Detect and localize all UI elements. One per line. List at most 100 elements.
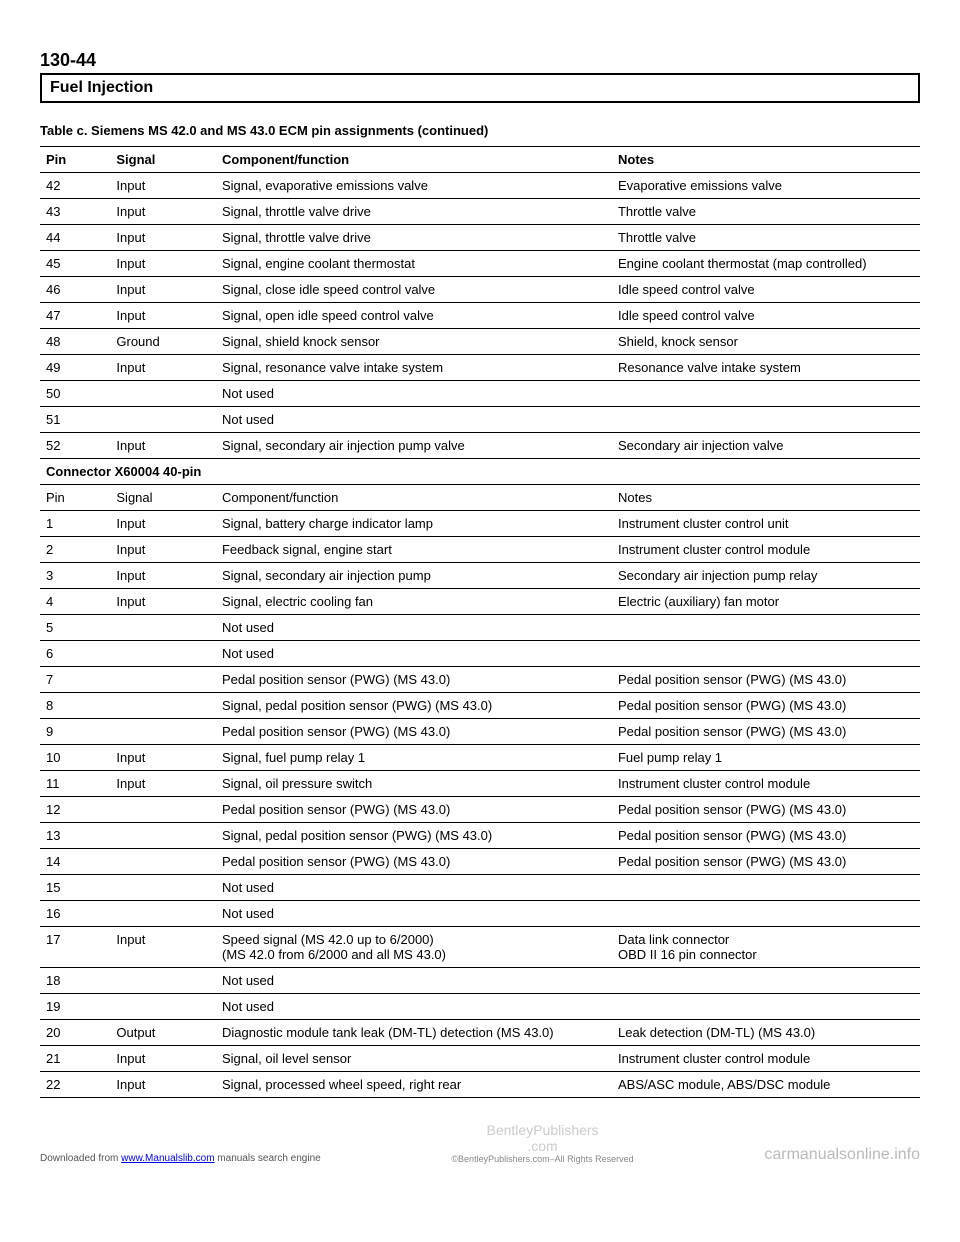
table-row: 8Signal, pedal position sensor (PWG) (MS…: [40, 693, 920, 719]
table-cell: Signal, throttle valve drive: [216, 225, 612, 251]
connector-row: Connector X60004 40-pin: [40, 459, 920, 485]
table-cell: [110, 849, 216, 875]
table-cell: 46: [40, 277, 110, 303]
table-cell: 47: [40, 303, 110, 329]
table-cell: Pedal position sensor (PWG) (MS 43.0): [216, 797, 612, 823]
table-cell: Speed signal (MS 42.0 up to 6/2000)(MS 4…: [216, 927, 612, 968]
table-cell: [110, 994, 216, 1020]
table-cell: Leak detection (DM-TL) (MS 43.0): [612, 1020, 920, 1046]
table-cell: [612, 641, 920, 667]
table-row: 5Not used: [40, 615, 920, 641]
table-row: 17InputSpeed signal (MS 42.0 up to 6/200…: [40, 927, 920, 968]
table-row: 49InputSignal, resonance valve intake sy…: [40, 355, 920, 381]
table-cell: Input: [110, 433, 216, 459]
table-cell: Not used: [216, 968, 612, 994]
table-cell: Pedal position sensor (PWG) (MS 43.0): [216, 719, 612, 745]
table-cell: 19: [40, 994, 110, 1020]
table-row: 9Pedal position sensor (PWG) (MS 43.0)Pe…: [40, 719, 920, 745]
table-cell: Idle speed control valve: [612, 277, 920, 303]
table-cell: 4: [40, 589, 110, 615]
table-cell: Pedal position sensor (PWG) (MS 43.0): [612, 693, 920, 719]
table-cell: [612, 875, 920, 901]
page-header: 130-44 Fuel Injection: [40, 50, 920, 103]
page-number: 130-44: [40, 50, 920, 71]
table-cell: Not used: [216, 875, 612, 901]
table-cell: 6: [40, 641, 110, 667]
table-cell: 2: [40, 537, 110, 563]
table-cell: Signal, electric cooling fan: [216, 589, 612, 615]
table-cell: 48: [40, 329, 110, 355]
table-cell: Ground: [110, 329, 216, 355]
table-cell: Secondary air injection pump relay: [612, 563, 920, 589]
table-cell: Instrument cluster control module: [612, 1046, 920, 1072]
table-cell: Throttle valve: [612, 225, 920, 251]
table-cell: Input: [110, 1072, 216, 1098]
subheader-component: Component/function: [216, 485, 612, 511]
footer-right: carmanualsonline.info: [764, 1146, 920, 1164]
table-row: 50Not used: [40, 381, 920, 407]
table-cell: Resonance valve intake system: [612, 355, 920, 381]
table-cell: [110, 719, 216, 745]
table-cell: Feedback signal, engine start: [216, 537, 612, 563]
table-cell: 44: [40, 225, 110, 251]
table-cell: 43: [40, 199, 110, 225]
page-footer: Downloaded from www.Manualslib.com manua…: [40, 1122, 920, 1164]
footer-center-mid: .com: [451, 1138, 633, 1154]
subheader-notes: Notes: [612, 485, 920, 511]
section-title: Fuel Injection: [50, 79, 153, 96]
col-header-signal: Signal: [110, 147, 216, 173]
table-cell: Secondary air injection valve: [612, 433, 920, 459]
table-row: 12 Pedal position sensor (PWG) (MS 43.0)P…: [40, 797, 920, 823]
table-cell: Signal, shield knock sensor: [216, 329, 612, 355]
table-cell: Input: [110, 927, 216, 968]
table-cell: Fuel pump relay 1: [612, 745, 920, 771]
table-row: 45InputSignal, engine coolant thermostat…: [40, 251, 920, 277]
table-row: 21InputSignal, oil level sensorInstrumen…: [40, 1046, 920, 1072]
table-cell: Signal, throttle valve drive: [216, 199, 612, 225]
table-cell: Not used: [216, 641, 612, 667]
table-cell: 11: [40, 771, 110, 797]
table-row: 15Not used: [40, 875, 920, 901]
table-cell: 45: [40, 251, 110, 277]
table-row: 18Not used: [40, 968, 920, 994]
table-row: 10InputSignal, fuel pump relay 1Fuel pum…: [40, 745, 920, 771]
table-cell: 13: [40, 823, 110, 849]
table-cell: Input: [110, 355, 216, 381]
table-cell: Signal, oil level sensor: [216, 1046, 612, 1072]
table-cell: Signal, engine coolant thermostat: [216, 251, 612, 277]
subheader-pin: Pin: [40, 485, 110, 511]
table-cell: 16: [40, 901, 110, 927]
table-cell: Input: [110, 511, 216, 537]
table-row: 46InputSignal, close idle speed control …: [40, 277, 920, 303]
table-cell: Diagnostic module tank leak (DM-TL) dete…: [216, 1020, 612, 1046]
table-cell: Input: [110, 277, 216, 303]
table-cell: Input: [110, 589, 216, 615]
table-cell: Signal, fuel pump relay 1: [216, 745, 612, 771]
table-cell: Pedal position sensor (PWG) (MS 43.0): [612, 667, 920, 693]
table-cell: Signal, processed wheel speed, right rea…: [216, 1072, 612, 1098]
table-cell: 52: [40, 433, 110, 459]
table-cell: 12: [40, 797, 110, 823]
table-cell: Shield, knock sensor: [612, 329, 920, 355]
table-cell: Pedal position sensor (PWG) (MS 43.0): [612, 719, 920, 745]
table-cell: Pedal position sensor (PWG) (MS 43.0): [612, 797, 920, 823]
table-row: 2InputFeedback signal, engine startInstr…: [40, 537, 920, 563]
footer-link[interactable]: www.Manualslib.com: [121, 1153, 214, 1164]
table-cell: Signal, secondary air injection pump: [216, 563, 612, 589]
table-row: 44InputSignal, throttle valve driveThrot…: [40, 225, 920, 251]
table-cell: [110, 615, 216, 641]
table-cell: ABS/ASC module, ABS/DSC module: [612, 1072, 920, 1098]
table-cell: Signal, secondary air injection pump val…: [216, 433, 612, 459]
subheader-signal: Signal: [110, 485, 216, 511]
table-row: 47InputSignal, open idle speed control v…: [40, 303, 920, 329]
table-cell: Evaporative emissions valve: [612, 173, 920, 199]
table-cell: 17: [40, 927, 110, 968]
table-cell: Engine coolant thermostat (map controlle…: [612, 251, 920, 277]
table-cell: [612, 407, 920, 433]
connector-label: Connector X60004 40-pin: [40, 459, 920, 485]
table-cell: Electric (auxiliary) fan motor: [612, 589, 920, 615]
table-cell: [612, 968, 920, 994]
table-cell: [110, 823, 216, 849]
table-cell: 22: [40, 1072, 110, 1098]
table-cell: [110, 641, 216, 667]
